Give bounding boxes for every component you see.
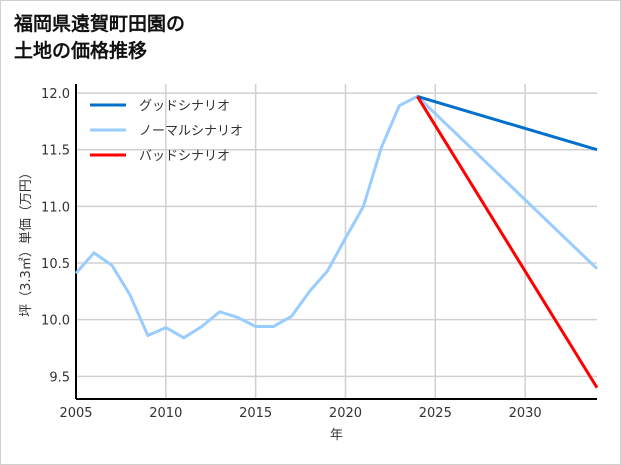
chart-title: 福岡県遠賀町田園の 土地の価格推移 [14,11,185,65]
x-tick-label: 2005 [59,406,92,421]
y-tick-label: 10.5 [41,257,70,272]
x-tick-label: 2010 [149,406,182,421]
chart-title-line-1: 福岡県遠賀町田園の [14,13,186,35]
series-line-2 [74,94,599,340]
y-tick-label: 11.0 [41,200,70,215]
chart-title-line-2: 土地の価格推移 [14,40,148,62]
series-line-3 [416,95,599,389]
x-tick-label: 2025 [419,406,452,421]
y-tick-label: 9.5 [49,370,70,385]
y-tick-label: 11.5 [41,144,70,159]
y-axis-label: 坪（3.3㎡）単価（万円） [18,166,34,317]
x-tick-label: 2015 [239,406,272,421]
x-tick-label: 2030 [509,406,542,421]
legend-label-1: グッドシナリオ [139,99,230,114]
y-tick-label: 10.0 [41,314,70,329]
legend-label-2: ノーマルシナリオ [139,124,243,139]
x-tick-label: 2020 [329,406,362,421]
y-tick-label: 12.0 [41,87,70,102]
series-line-1 [416,95,598,152]
x-axis-label: 年 [330,428,343,443]
legend-label-3: バッドシナリオ [139,149,230,164]
